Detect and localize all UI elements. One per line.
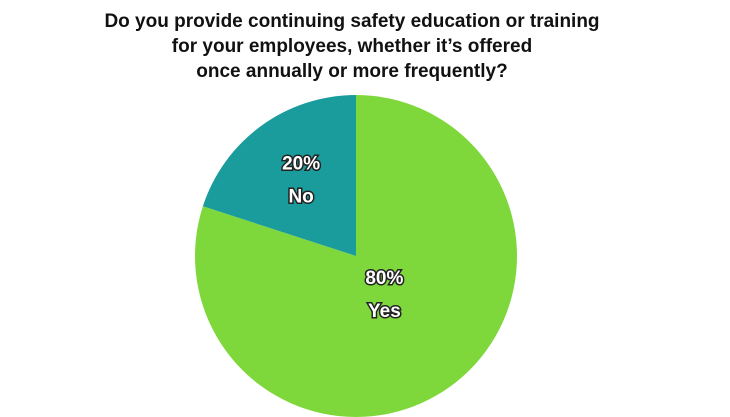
title-line: once annually or more frequently? xyxy=(196,61,507,82)
category-label: No xyxy=(288,186,313,207)
pie-slice xyxy=(202,95,356,256)
title-line: for your employees, whether it’s offered xyxy=(172,36,532,57)
value-label: 20% xyxy=(282,153,320,174)
category-label: Yes xyxy=(368,301,401,322)
chart-title: Do you provide continuing safety educati… xyxy=(104,11,599,82)
value-label: 80% xyxy=(365,268,403,289)
title-line: Do you provide continuing safety educati… xyxy=(104,11,599,32)
